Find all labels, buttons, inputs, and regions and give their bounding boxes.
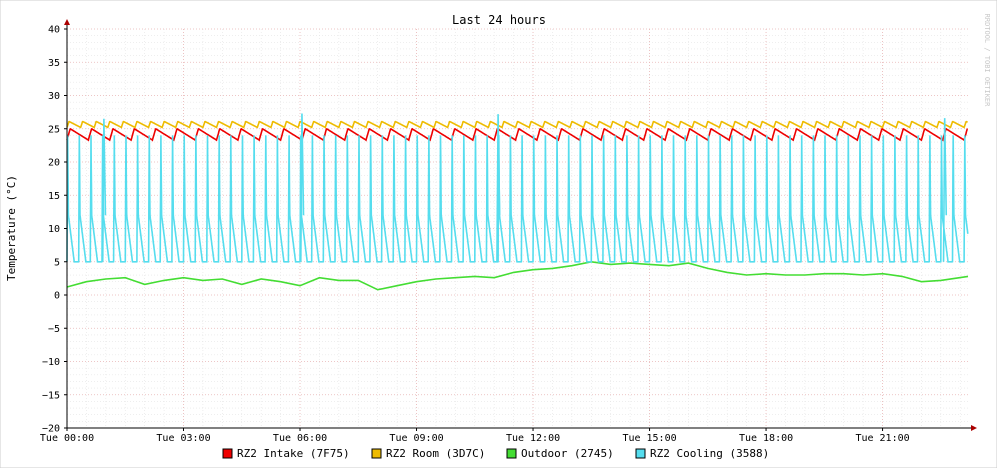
- legend-swatch: [506, 448, 517, 459]
- cooling-spike-0: [101, 118, 107, 262]
- legend-label: Outdoor (2745): [521, 447, 614, 460]
- cooling-spike-3: [942, 118, 948, 262]
- cooling-spike-2: [496, 114, 501, 262]
- legend-label: RZ2 Room (3D7C): [386, 447, 485, 460]
- x-tick-label: Tue 06:00: [273, 433, 327, 444]
- x-tick-label: Tue 18:00: [739, 433, 793, 444]
- y-axis-label: Temperature (°C): [5, 175, 18, 281]
- y-tick-label: −10: [42, 357, 60, 368]
- legend-label: RZ2 Intake (7F75): [237, 447, 350, 460]
- series-layer: [66, 113, 969, 291]
- cooling-spike-1: [299, 113, 305, 262]
- legend-item-2: Outdoor (2745): [506, 447, 614, 460]
- x-tick-label: Tue 03:00: [156, 433, 210, 444]
- x-tick-label: Tue 12:00: [506, 433, 560, 444]
- y-tick-label: −5: [48, 324, 60, 335]
- legend-swatch: [222, 448, 233, 459]
- y-tick-label: −15: [42, 390, 60, 401]
- legend-item-0: RZ2 Intake (7F75): [222, 447, 350, 460]
- series-line-1: [66, 120, 968, 129]
- series-line-3: [66, 135, 969, 263]
- y-tick-label: 35: [48, 58, 60, 69]
- x-tick-label: Tue 09:00: [389, 433, 443, 444]
- y-tick-label: 0: [54, 291, 60, 302]
- legend-item-3: RZ2 Cooling (3588): [635, 447, 769, 460]
- legend-item-1: RZ2 Room (3D7C): [371, 447, 485, 460]
- rrdtool-watermark: RRDTOOL / TOBI OETIKER: [983, 14, 991, 108]
- chart-title: Last 24 hours: [452, 13, 546, 27]
- y-tick-label: 40: [48, 25, 60, 36]
- y-tick-label: 15: [48, 191, 60, 202]
- x-axis-arrow: [971, 425, 977, 431]
- legend-swatch: [371, 448, 382, 459]
- y-tick-label: −20: [42, 424, 60, 435]
- series-line-2: [66, 260, 969, 291]
- y-tick-label: 25: [48, 124, 60, 135]
- legend-swatch: [635, 448, 646, 459]
- chart-axes: [64, 19, 977, 431]
- chart-legend: RZ2 Intake (7F75) RZ2 Room (3D7C) Outdoor …: [222, 447, 769, 460]
- chart-grid: [66, 28, 968, 429]
- x-tick-label: Tue 15:00: [622, 433, 676, 444]
- y-tick-label: 30: [48, 91, 60, 102]
- legend-label: RZ2 Cooling (3588): [650, 447, 769, 460]
- y-axis-arrow: [64, 19, 70, 25]
- y-tick-label: 20: [48, 158, 60, 169]
- x-tick-label: Tue 21:00: [855, 433, 909, 444]
- x-tick-label: Tue 00:00: [40, 433, 94, 444]
- y-tick-label: 5: [54, 257, 60, 268]
- y-tick-label: 10: [48, 224, 60, 235]
- series-line-0: [66, 127, 968, 142]
